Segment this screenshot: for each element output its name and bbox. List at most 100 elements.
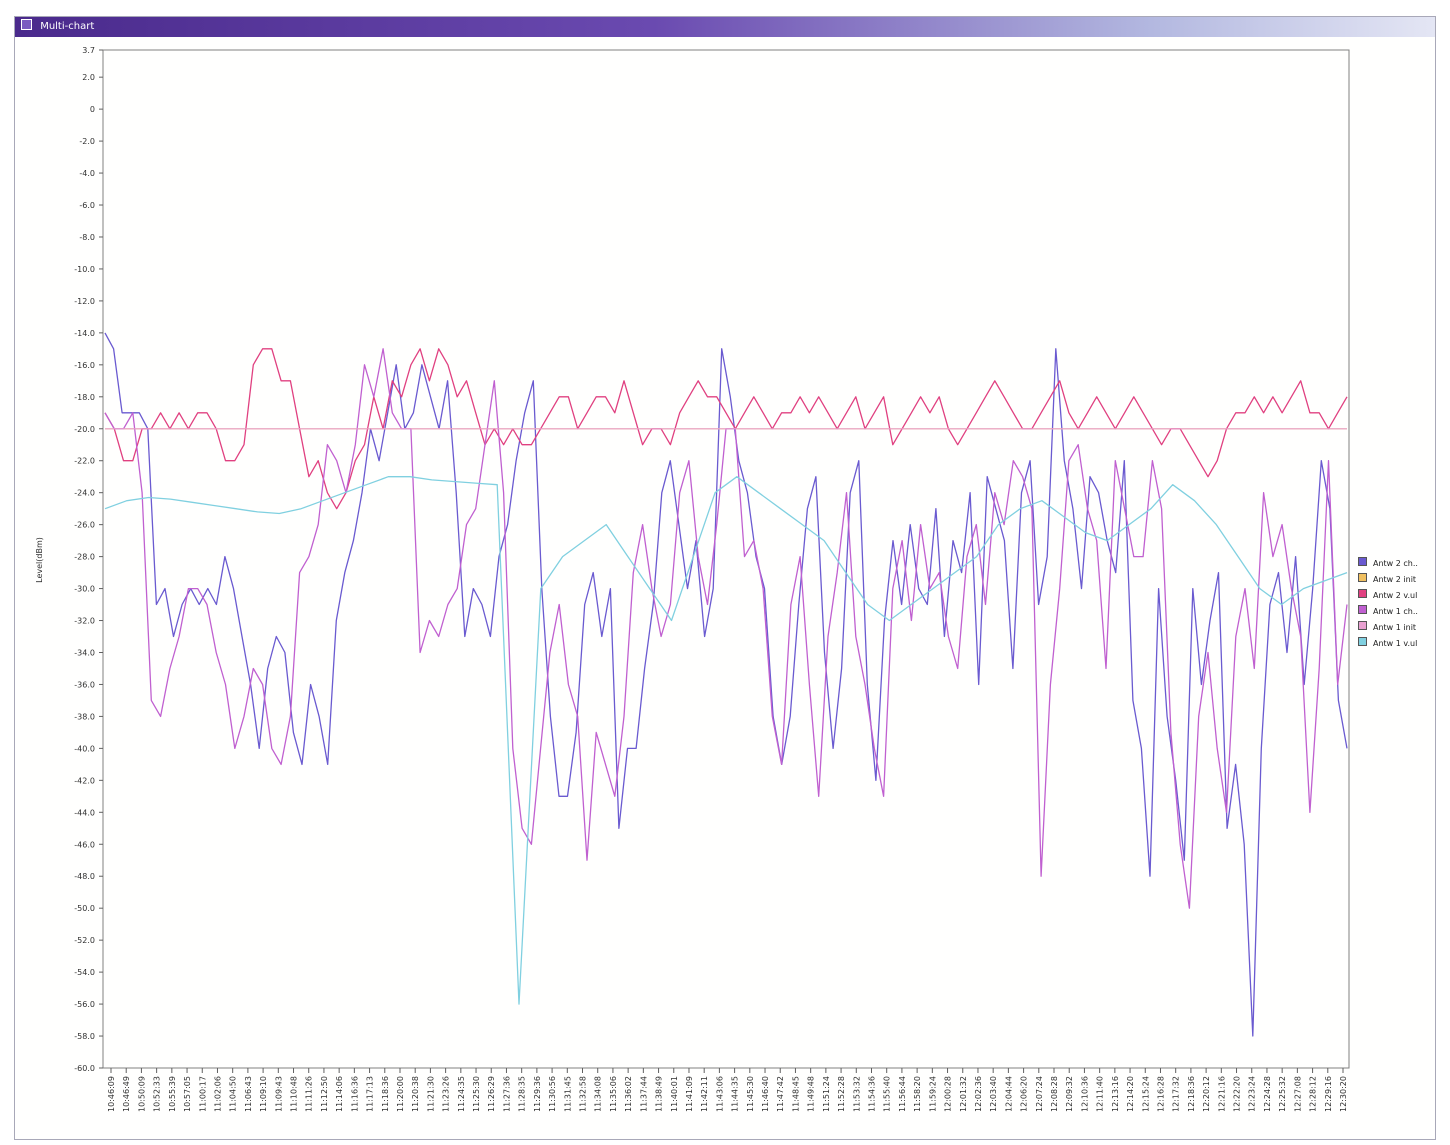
legend-label: Antw 2 v.ul — [1373, 591, 1418, 600]
window-title: Multi-chart — [40, 21, 95, 32]
x-tick-label: 11:16:36 — [350, 1076, 359, 1112]
series-line-6 — [104, 476, 1348, 1005]
x-tick-label: 11:52:28 — [837, 1076, 846, 1112]
y-tick-label: -38.0 — [74, 712, 95, 721]
y-tick-label: -44.0 — [74, 808, 95, 817]
x-tick-label: 11:59:24 — [928, 1076, 937, 1112]
x-tick-label: 11:06:43 — [244, 1076, 253, 1112]
x-tick-label: 11:02:06 — [213, 1076, 222, 1112]
y-tick-label: -54.0 — [74, 968, 95, 977]
x-tick-label: 11:56:44 — [898, 1076, 907, 1112]
x-tick-label: 12:21:16 — [1217, 1076, 1226, 1112]
x-tick-label: 11:27:36 — [502, 1076, 511, 1112]
x-tick-label: 11:11:26 — [305, 1076, 314, 1112]
x-tick-label: 11:29:36 — [533, 1076, 542, 1112]
x-tick-label: 11:44:35 — [731, 1076, 740, 1112]
y-tick-label: -26.0 — [74, 521, 95, 530]
x-tick-label: 12:04:44 — [1004, 1076, 1013, 1112]
x-tick-label: 11:45:30 — [746, 1076, 755, 1112]
x-tick-label: 11:40:01 — [670, 1076, 679, 1112]
x-tick-label: 11:28:35 — [518, 1076, 527, 1112]
legend-swatch — [1358, 557, 1367, 566]
x-tick-label: 11:36:02 — [624, 1076, 633, 1112]
x-tick-label: 10:52:33 — [153, 1076, 162, 1112]
x-tick-label: 12:24:28 — [1263, 1076, 1272, 1112]
x-tick-label: 11:42:11 — [700, 1076, 709, 1112]
legend-swatch — [1358, 621, 1367, 630]
legend-item: Antw 1 v.ul — [1358, 636, 1450, 652]
x-tick-label: 12:13:16 — [1111, 1076, 1120, 1112]
legend-swatch — [1358, 573, 1367, 582]
x-tick-label: 11:09:43 — [274, 1076, 283, 1112]
y-tick-label: -22.0 — [74, 457, 95, 466]
legend-item: Antw 2 init — [1358, 572, 1450, 588]
y-axis-label: Level(dBm) — [35, 537, 44, 583]
x-tick-label: 11:34:08 — [594, 1076, 603, 1112]
y-axis: 3.7 2.0 0 -2.0 -4.0 -6.0 -8.0 -10.0 -12.0 -14.0 -1… — [74, 46, 103, 1073]
y-tick-label: -32.0 — [74, 617, 95, 626]
x-tick-label: 12:30:20 — [1339, 1076, 1348, 1112]
y-tick-label: -58.0 — [74, 1032, 95, 1041]
x-tick-label: 12:09:32 — [1065, 1076, 1074, 1112]
y-tick-label: -48.0 — [74, 872, 95, 881]
y-tick-label: -2.0 — [79, 137, 95, 146]
x-tick-label: 11:51:24 — [822, 1076, 831, 1112]
y-tick-label: -6.0 — [79, 201, 95, 210]
x-tick-label: 11:17:13 — [366, 1076, 375, 1112]
y-tick-label: -60.0 — [74, 1064, 95, 1073]
y-tick-label: -28.0 — [74, 553, 95, 562]
legend-item: Antw 2 ch.. — [1358, 556, 1450, 572]
y-tick-label: -36.0 — [74, 680, 95, 689]
y-tick-label: -12.0 — [74, 297, 95, 306]
series-line-3 — [104, 348, 1348, 510]
x-tick-label: 10:50:09 — [137, 1076, 146, 1112]
x-tick-label: 11:20:38 — [411, 1076, 420, 1112]
window-titlebar[interactable]: Multi-chart — [15, 17, 1435, 37]
legend-label: Antw 2 init — [1373, 575, 1417, 584]
y-tick-label: -56.0 — [74, 1000, 95, 1009]
legend-label: Antw 1 ch.. — [1373, 607, 1418, 616]
x-tick-label: 11:09:10 — [259, 1076, 268, 1112]
plot-area — [102, 49, 1350, 1069]
legend-swatch — [1358, 589, 1367, 598]
x-tick-label: 12:25:32 — [1278, 1076, 1287, 1112]
x-tick-label: 10:46:49 — [122, 1076, 131, 1112]
x-tick-label: 10:57:05 — [183, 1076, 192, 1112]
legend-label: Antw 2 ch.. — [1373, 559, 1418, 568]
x-tick-label: 12:15:24 — [1141, 1076, 1150, 1112]
x-tick-label: 11:12:50 — [320, 1076, 329, 1112]
legend-swatch — [1358, 637, 1367, 646]
x-tick-label: 11:25:30 — [472, 1076, 481, 1112]
x-tick-label: 12:28:12 — [1309, 1076, 1318, 1112]
chart-window-icon — [21, 19, 32, 30]
y-tick-label: -34.0 — [74, 648, 95, 657]
x-tick-label: 11:35:06 — [609, 1076, 618, 1112]
y-tick-label: -30.0 — [74, 585, 95, 594]
x-tick-label: 12:18:36 — [1187, 1076, 1196, 1112]
y-tick-label: -50.0 — [74, 904, 95, 913]
x-tick-label: 10:46:09 — [107, 1076, 116, 1112]
y-tick-label: -42.0 — [74, 776, 95, 785]
y-tick-label: 0 — [90, 105, 95, 114]
x-tick-label: 11:10:48 — [290, 1076, 299, 1112]
x-tick-label: 11:26:29 — [487, 1076, 496, 1112]
x-tick-label: 12:14:20 — [1126, 1076, 1135, 1112]
x-tick-label: 12:17:32 — [1172, 1076, 1181, 1112]
x-tick-label: 12:00:28 — [944, 1076, 953, 1112]
y-tick-label: -52.0 — [74, 936, 95, 945]
x-tick-label: 11:04:50 — [229, 1076, 238, 1112]
series-layer — [104, 332, 1348, 1037]
y-tick-label: -40.0 — [74, 744, 95, 753]
x-tick-label: 11:00:17 — [198, 1076, 207, 1112]
chart-legend: Antw 2 ch.. Antw 2 init Antw 2 v.ul Antw 1 … — [1358, 556, 1450, 652]
series-line-1 — [104, 332, 1348, 1037]
x-tick-label: 12:27:08 — [1293, 1076, 1302, 1112]
x-tick-label: 11:31:45 — [563, 1076, 572, 1112]
y-tick-label: -16.0 — [74, 361, 95, 370]
x-tick-label: 11:54:36 — [867, 1076, 876, 1112]
x-tick-label: 11:23:26 — [442, 1076, 451, 1112]
x-tick-label: 12:07:24 — [1035, 1076, 1044, 1112]
x-tick-label: 11:32:58 — [579, 1076, 588, 1112]
x-axis: 10:46:09 10:46:49 10:50:09 10:52:33 10:55:39… — [107, 1068, 1348, 1112]
x-tick-label: 11:24:35 — [457, 1076, 466, 1112]
